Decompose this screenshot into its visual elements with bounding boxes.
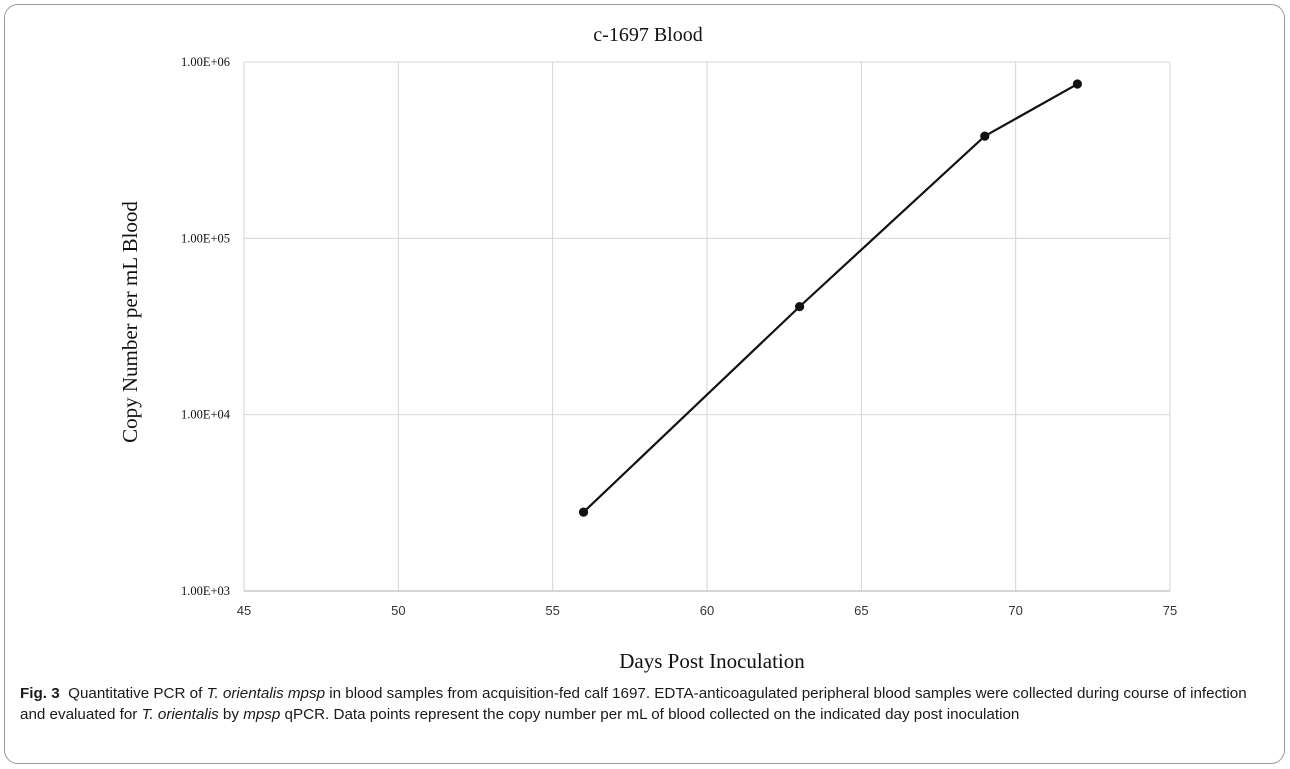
- axis-layer: 45 50 55 60 65 70 75 1.00E+03 1.00E+04 1.00E+05 1.…: [181, 55, 1177, 618]
- y-tick-label: 1.00E+06: [181, 55, 230, 69]
- data-point: [578, 507, 589, 517]
- series-layer: [578, 79, 1082, 517]
- data-point: [1072, 79, 1082, 89]
- y-tick-label: 1.00E+05: [181, 231, 230, 245]
- caption-part-6: qPCR. Data points represent the copy num…: [280, 706, 1020, 723]
- x-axis-label: Days Post Inoculation: [619, 649, 805, 673]
- chart-title: c-1697 Blood: [593, 24, 702, 46]
- caption-part-0: Quantitative PCR of: [68, 685, 207, 702]
- x-tick-label: 75: [1163, 603, 1177, 618]
- series-line: [582, 83, 1078, 513]
- y-axis-label: Copy Number per mL Blood: [118, 201, 142, 443]
- x-tick-label: 45: [237, 603, 251, 618]
- caption-part-2: in blood samples from acquisition-fed ca…: [20, 685, 1247, 723]
- data-point: [795, 302, 805, 312]
- x-tick-label: 60: [700, 603, 714, 618]
- y-tick-label: 1.00E+04: [181, 408, 231, 422]
- grid-layer: [243, 61, 1171, 592]
- x-tick-label: 70: [1008, 603, 1022, 618]
- caption-part-3: T. orientalis: [141, 706, 219, 723]
- x-tick-label: 55: [545, 603, 559, 618]
- caption-body: Quantitative PCR of T. orientalis mpsp i…: [20, 685, 1247, 723]
- caption-part-4: by: [218, 706, 244, 723]
- data-point: [980, 131, 990, 141]
- x-tick-label: 50: [391, 603, 405, 618]
- y-tick-label: 1.00E+03: [181, 584, 230, 598]
- figure-frame: [4, 4, 1285, 764]
- figure-caption: Fig. 3 Quantitative PCR of T. orientalis…: [20, 683, 1270, 725]
- x-tick-label: 65: [854, 603, 868, 618]
- line-chart: 45 50 55 60 65 70 75 1.00E+03 1.00E+04 1.00E+05 1.…: [118, 24, 1177, 673]
- caption-part-1: T. orientalis mpsp: [206, 685, 326, 702]
- caption-part-5: mpsp: [243, 706, 281, 723]
- figure-label: Fig. 3: [20, 685, 60, 702]
